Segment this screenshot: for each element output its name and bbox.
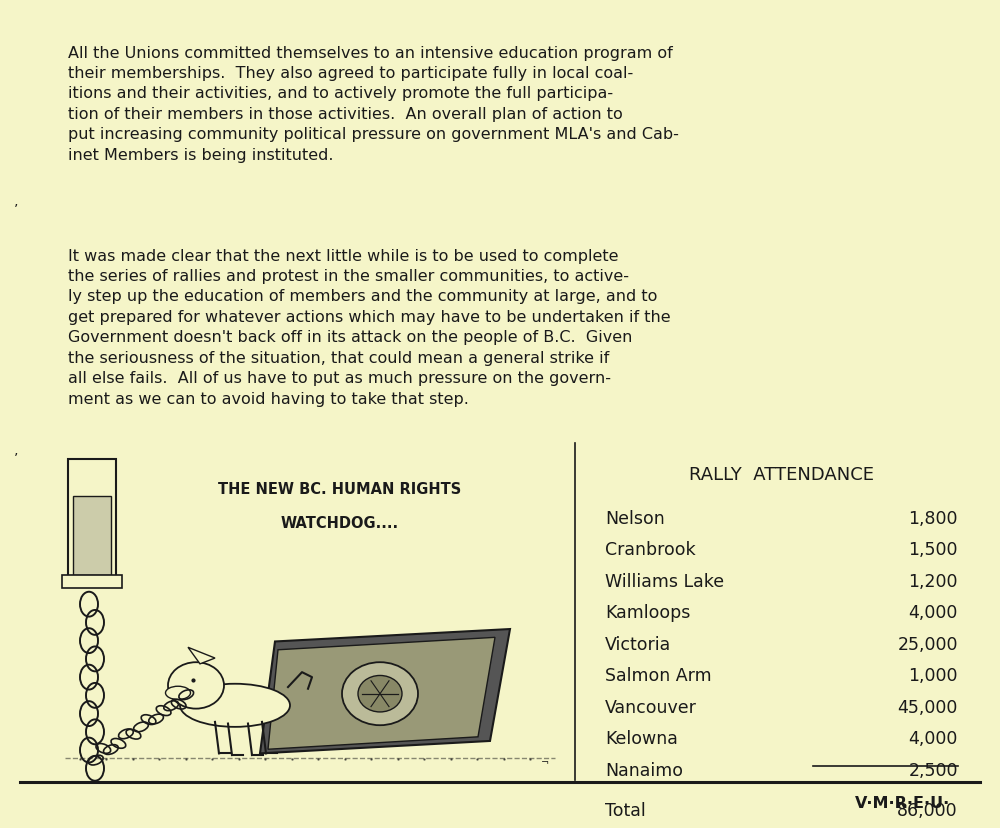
Ellipse shape xyxy=(180,684,290,727)
Text: 86,000: 86,000 xyxy=(897,801,958,819)
Text: Cranbrook: Cranbrook xyxy=(605,541,696,559)
Text: Nanaimo: Nanaimo xyxy=(605,761,683,779)
Text: Williams Lake: Williams Lake xyxy=(605,572,724,590)
Polygon shape xyxy=(268,638,495,749)
Circle shape xyxy=(168,662,224,709)
Text: 4,000: 4,000 xyxy=(909,729,958,748)
Text: ’: ’ xyxy=(14,203,18,217)
Text: 1,200: 1,200 xyxy=(908,572,958,590)
Text: 45,000: 45,000 xyxy=(898,698,958,716)
Text: RALLY  ATTENDANCE: RALLY ATTENDANCE xyxy=(689,465,874,484)
Text: 2,500: 2,500 xyxy=(908,761,958,779)
Text: 1,500: 1,500 xyxy=(908,541,958,559)
Text: 4,000: 4,000 xyxy=(909,604,958,622)
Ellipse shape xyxy=(166,686,190,700)
Text: $\neg$: $\neg$ xyxy=(540,755,549,765)
Text: ’: ’ xyxy=(14,451,18,465)
Text: 1,000: 1,000 xyxy=(908,667,958,685)
Bar xyxy=(73,497,111,575)
Text: WATCHDOG....: WATCHDOG.... xyxy=(281,515,399,530)
Text: 25,000: 25,000 xyxy=(898,635,958,653)
Text: All the Unions committed themselves to an intensive education program of
their m: All the Unions committed themselves to a… xyxy=(68,46,679,162)
Text: THE NEW BC. HUMAN RIGHTS: THE NEW BC. HUMAN RIGHTS xyxy=(218,482,462,497)
Text: Vancouver: Vancouver xyxy=(605,698,697,716)
Bar xyxy=(68,460,116,580)
Text: It was made clear that the next little while is to be used to complete
the serie: It was made clear that the next little w… xyxy=(68,248,671,406)
Circle shape xyxy=(342,662,418,725)
Text: Salmon Arm: Salmon Arm xyxy=(605,667,712,685)
Text: Kamloops: Kamloops xyxy=(605,604,690,622)
Polygon shape xyxy=(188,647,215,664)
Text: 1,800: 1,800 xyxy=(908,509,958,527)
Text: Kelowna: Kelowna xyxy=(605,729,678,748)
Text: Nelson: Nelson xyxy=(605,509,665,527)
Bar xyxy=(62,575,122,588)
Text: V·M·R·E·U·: V·M·R·E·U· xyxy=(855,795,950,810)
Polygon shape xyxy=(260,629,510,753)
Text: Victoria: Victoria xyxy=(605,635,671,653)
Text: Total: Total xyxy=(605,801,646,819)
Circle shape xyxy=(358,676,402,712)
